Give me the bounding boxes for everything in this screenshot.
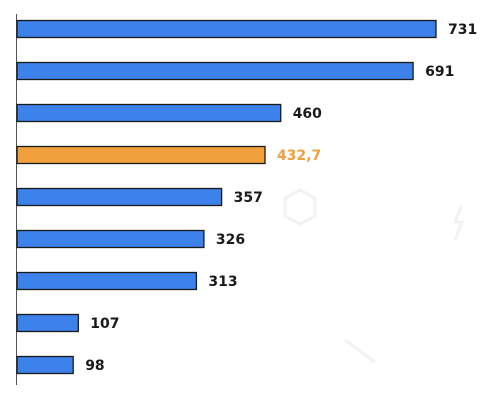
bar-7 (17, 273, 196, 290)
bar-3 (17, 105, 281, 122)
value-label-1: 731 (448, 22, 477, 38)
bar-5 (17, 189, 222, 206)
value-label-4: 432,7 (277, 148, 321, 164)
bar-9 (17, 357, 73, 374)
bar-2 (17, 63, 413, 80)
bars (17, 21, 436, 374)
bar-6 (17, 231, 204, 248)
bar-1 (17, 21, 436, 38)
value-label-8: 107 (90, 316, 119, 332)
bar-8 (17, 315, 78, 332)
value-label-2: 691 (425, 64, 454, 80)
background-decoration (285, 190, 462, 362)
value-label-7: 313 (208, 274, 237, 290)
value-label-5: 357 (234, 190, 263, 206)
value-label-3: 460 (293, 106, 322, 122)
value-label-9: 98 (85, 358, 104, 374)
bar-4 (17, 147, 265, 164)
value-label-6: 326 (216, 232, 245, 248)
